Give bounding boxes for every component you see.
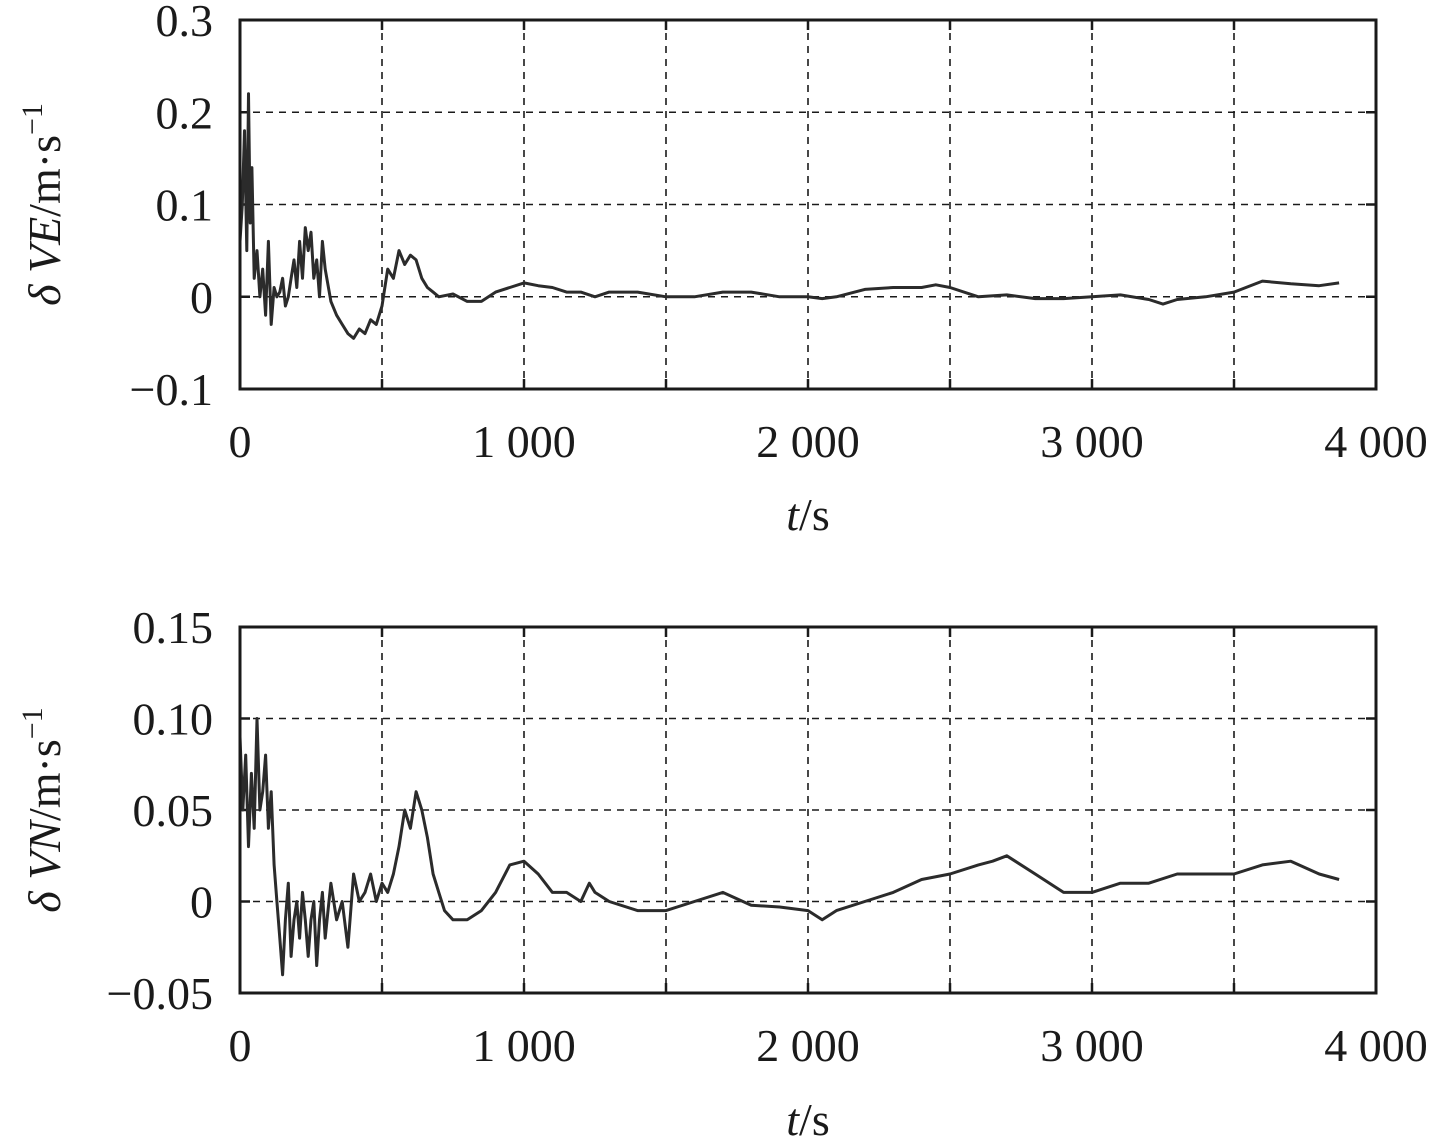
x-tick-label: 2 000 xyxy=(756,416,860,467)
x-tick-label: 2 000 xyxy=(756,1020,860,1071)
y-tick-label: 0.3 xyxy=(156,0,214,46)
plot-frame xyxy=(238,625,1378,995)
y-tick-label: 0 xyxy=(190,272,213,323)
y-tick-label: 0.15 xyxy=(133,602,214,653)
y-axis-label-unit: /m·s xyxy=(19,135,70,217)
x-tick-label: 1 000 xyxy=(472,1020,576,1071)
y-axis-label-prefix: δ xyxy=(19,273,70,306)
x-axis-label-unit: /s xyxy=(799,489,830,540)
series-line xyxy=(238,92,1340,340)
y-axis-label-exponent: −1 xyxy=(16,707,49,739)
y-tick-label: −0.1 xyxy=(130,364,213,415)
y-axis-label-exponent: −1 xyxy=(16,103,49,135)
y-axis-label-var: VN xyxy=(19,819,70,880)
y-tick-label: −0.05 xyxy=(107,968,213,1019)
y-tick-label: 0.2 xyxy=(156,87,214,138)
y-axis-label-unit: /m·s xyxy=(19,739,70,821)
y-axis-label: δ VE/m·s−1 xyxy=(16,103,70,306)
x-axis-label-var: t xyxy=(786,1094,800,1136)
y-tick-label: 0.1 xyxy=(156,180,214,231)
x-tick-label: 4 000 xyxy=(1324,416,1428,467)
x-tick-label: 3 000 xyxy=(1040,1020,1144,1071)
y-tick-label: 0.05 xyxy=(133,785,214,836)
x-tick-label: 0 xyxy=(229,1020,252,1071)
x-tick-label: 0 xyxy=(229,416,252,467)
x-axis-label: t/s xyxy=(786,489,829,540)
chart-panel-velocity-east: 0 1 000 2 000 3 000 4 000 −0.1 0 0.1 0.2 0.3 t/s δ … xyxy=(16,0,1428,540)
chart-panel-velocity-north: 0 1 000 2 000 3 000 4 000 −0.05 0 0.05 0.10 0.15 t… xyxy=(16,602,1428,1136)
x-tick-label: 4 000 xyxy=(1324,1020,1428,1071)
x-tick-label: 3 000 xyxy=(1040,416,1144,467)
x-axis-label-unit: /s xyxy=(799,1094,830,1136)
y-axis-label-prefix: δ xyxy=(19,880,70,913)
y-axis-label-var: VE xyxy=(19,217,70,273)
plot-frame xyxy=(238,18,1378,391)
series-line xyxy=(238,717,1340,977)
y-axis-label: δ VN/m·s−1 xyxy=(16,707,70,912)
y-tick-label: 0.10 xyxy=(133,694,214,745)
x-tick-label: 1 000 xyxy=(472,416,576,467)
y-tick-label: 0 xyxy=(190,877,213,928)
x-axis-label: t/s xyxy=(786,1094,829,1136)
x-axis-label-var: t xyxy=(786,489,800,540)
